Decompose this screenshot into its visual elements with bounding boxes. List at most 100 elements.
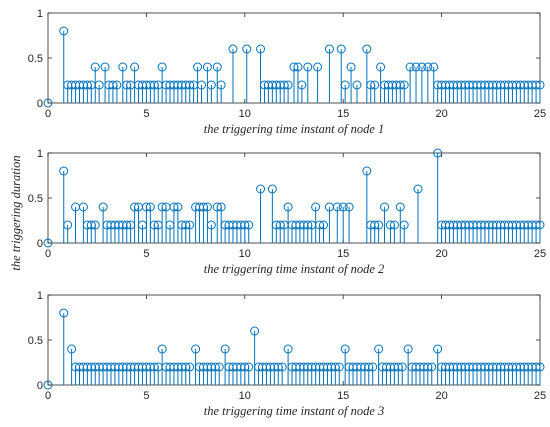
stem-marker — [535, 362, 545, 372]
stem-marker — [202, 202, 212, 212]
x-tick-label: 20 — [435, 248, 447, 260]
stem-marker — [427, 362, 437, 372]
stem-marker — [399, 80, 409, 90]
stem-marker — [283, 344, 293, 354]
y-tick-label: 1 — [37, 290, 43, 302]
stem-marker — [214, 362, 224, 372]
stem-marker — [130, 62, 140, 72]
stem-marker — [78, 202, 88, 212]
stem-marker — [313, 62, 323, 72]
stem-marker — [417, 62, 427, 72]
x-axis-label: the triggering time instant of node 1 — [204, 122, 385, 136]
x-axis-label: the triggering time instant of node 2 — [204, 262, 385, 276]
stem-marker — [202, 62, 212, 72]
stem-marker — [293, 62, 303, 72]
x-tick-label: 20 — [435, 108, 447, 120]
stem-marker — [403, 344, 413, 354]
x-tick-label: 15 — [337, 390, 349, 402]
x-tick-label: 0 — [45, 390, 51, 402]
stem-marker — [338, 202, 348, 212]
stem-marker — [535, 220, 545, 230]
stem-marker — [429, 62, 439, 72]
stem-marker — [90, 220, 100, 230]
stem-marker — [332, 202, 342, 212]
stem-marker — [220, 344, 230, 354]
stem-marker — [43, 238, 53, 248]
stem-marker — [242, 44, 252, 54]
y-tick-label: 1 — [37, 148, 43, 160]
stem-marker — [362, 166, 372, 176]
stem-marker — [206, 80, 216, 90]
stem-marker — [346, 62, 356, 72]
stem-marker — [376, 62, 386, 72]
stem-marker — [43, 380, 53, 390]
stem-marker — [344, 202, 354, 212]
stem-marker — [303, 62, 313, 72]
stem-marker — [340, 80, 350, 90]
stem-marker — [43, 98, 53, 108]
stem-marker — [216, 80, 226, 90]
stem-marker — [283, 80, 293, 90]
stem-marker — [197, 80, 207, 90]
stem-marker — [336, 44, 346, 54]
stem-marker — [173, 202, 183, 212]
x-tick-label: 25 — [534, 108, 546, 120]
stem-marker — [228, 44, 238, 54]
stem-marker — [157, 62, 167, 72]
stem-marker — [59, 308, 69, 318]
x-tick-label: 15 — [337, 108, 349, 120]
x-tick-label: 25 — [534, 248, 546, 260]
stem-marker — [185, 362, 195, 372]
y-tick-label: 0.5 — [28, 335, 43, 347]
x-tick-label: 5 — [143, 108, 149, 120]
stem-marker — [100, 62, 110, 72]
stem-marker — [90, 62, 100, 72]
stem-marker — [250, 326, 260, 336]
stem-marker — [206, 220, 216, 230]
y-tick-label: 0 — [37, 238, 43, 250]
stem-marker — [374, 220, 384, 230]
stem-marker — [405, 62, 415, 72]
stem-marker — [340, 344, 350, 354]
stem-marker — [397, 362, 407, 372]
stem-marker — [193, 62, 203, 72]
stem-marker — [98, 202, 108, 212]
axes-box — [47, 294, 541, 386]
stem-marker — [157, 344, 167, 354]
stem-marker — [94, 80, 104, 90]
stem-marker — [267, 184, 277, 194]
stem-marker — [352, 80, 362, 90]
x-tick-label: 10 — [239, 248, 251, 260]
stem-marker — [411, 62, 421, 72]
stem-marker — [395, 202, 405, 212]
x-axis-label: the triggering time instant of node 3 — [204, 404, 385, 418]
x-tick-label: 5 — [143, 248, 149, 260]
stem-marker — [319, 220, 329, 230]
stem-marker — [399, 220, 409, 230]
stem-marker — [212, 62, 222, 72]
x-tick-label: 0 — [45, 108, 51, 120]
y-tick-label: 0.5 — [28, 193, 43, 205]
stem-marker — [244, 362, 254, 372]
y-tick-label: 0 — [37, 98, 43, 110]
stem-marker — [374, 344, 384, 354]
axes-box — [47, 152, 541, 244]
stem-marker — [256, 184, 266, 194]
stem-marker — [297, 80, 307, 90]
stem-marker — [413, 184, 423, 194]
x-tick-label: 25 — [534, 390, 546, 402]
y-axis-label: the triggering duration — [9, 155, 23, 270]
stem-marker — [433, 148, 443, 158]
stem-marker — [334, 362, 344, 372]
stem-marker — [59, 166, 69, 176]
stem-marker — [244, 220, 254, 230]
y-tick-label: 1 — [37, 8, 43, 20]
stem-marker — [191, 344, 201, 354]
stem-marker — [389, 220, 399, 230]
stem-marker — [311, 202, 321, 212]
stem-marker — [433, 344, 443, 354]
